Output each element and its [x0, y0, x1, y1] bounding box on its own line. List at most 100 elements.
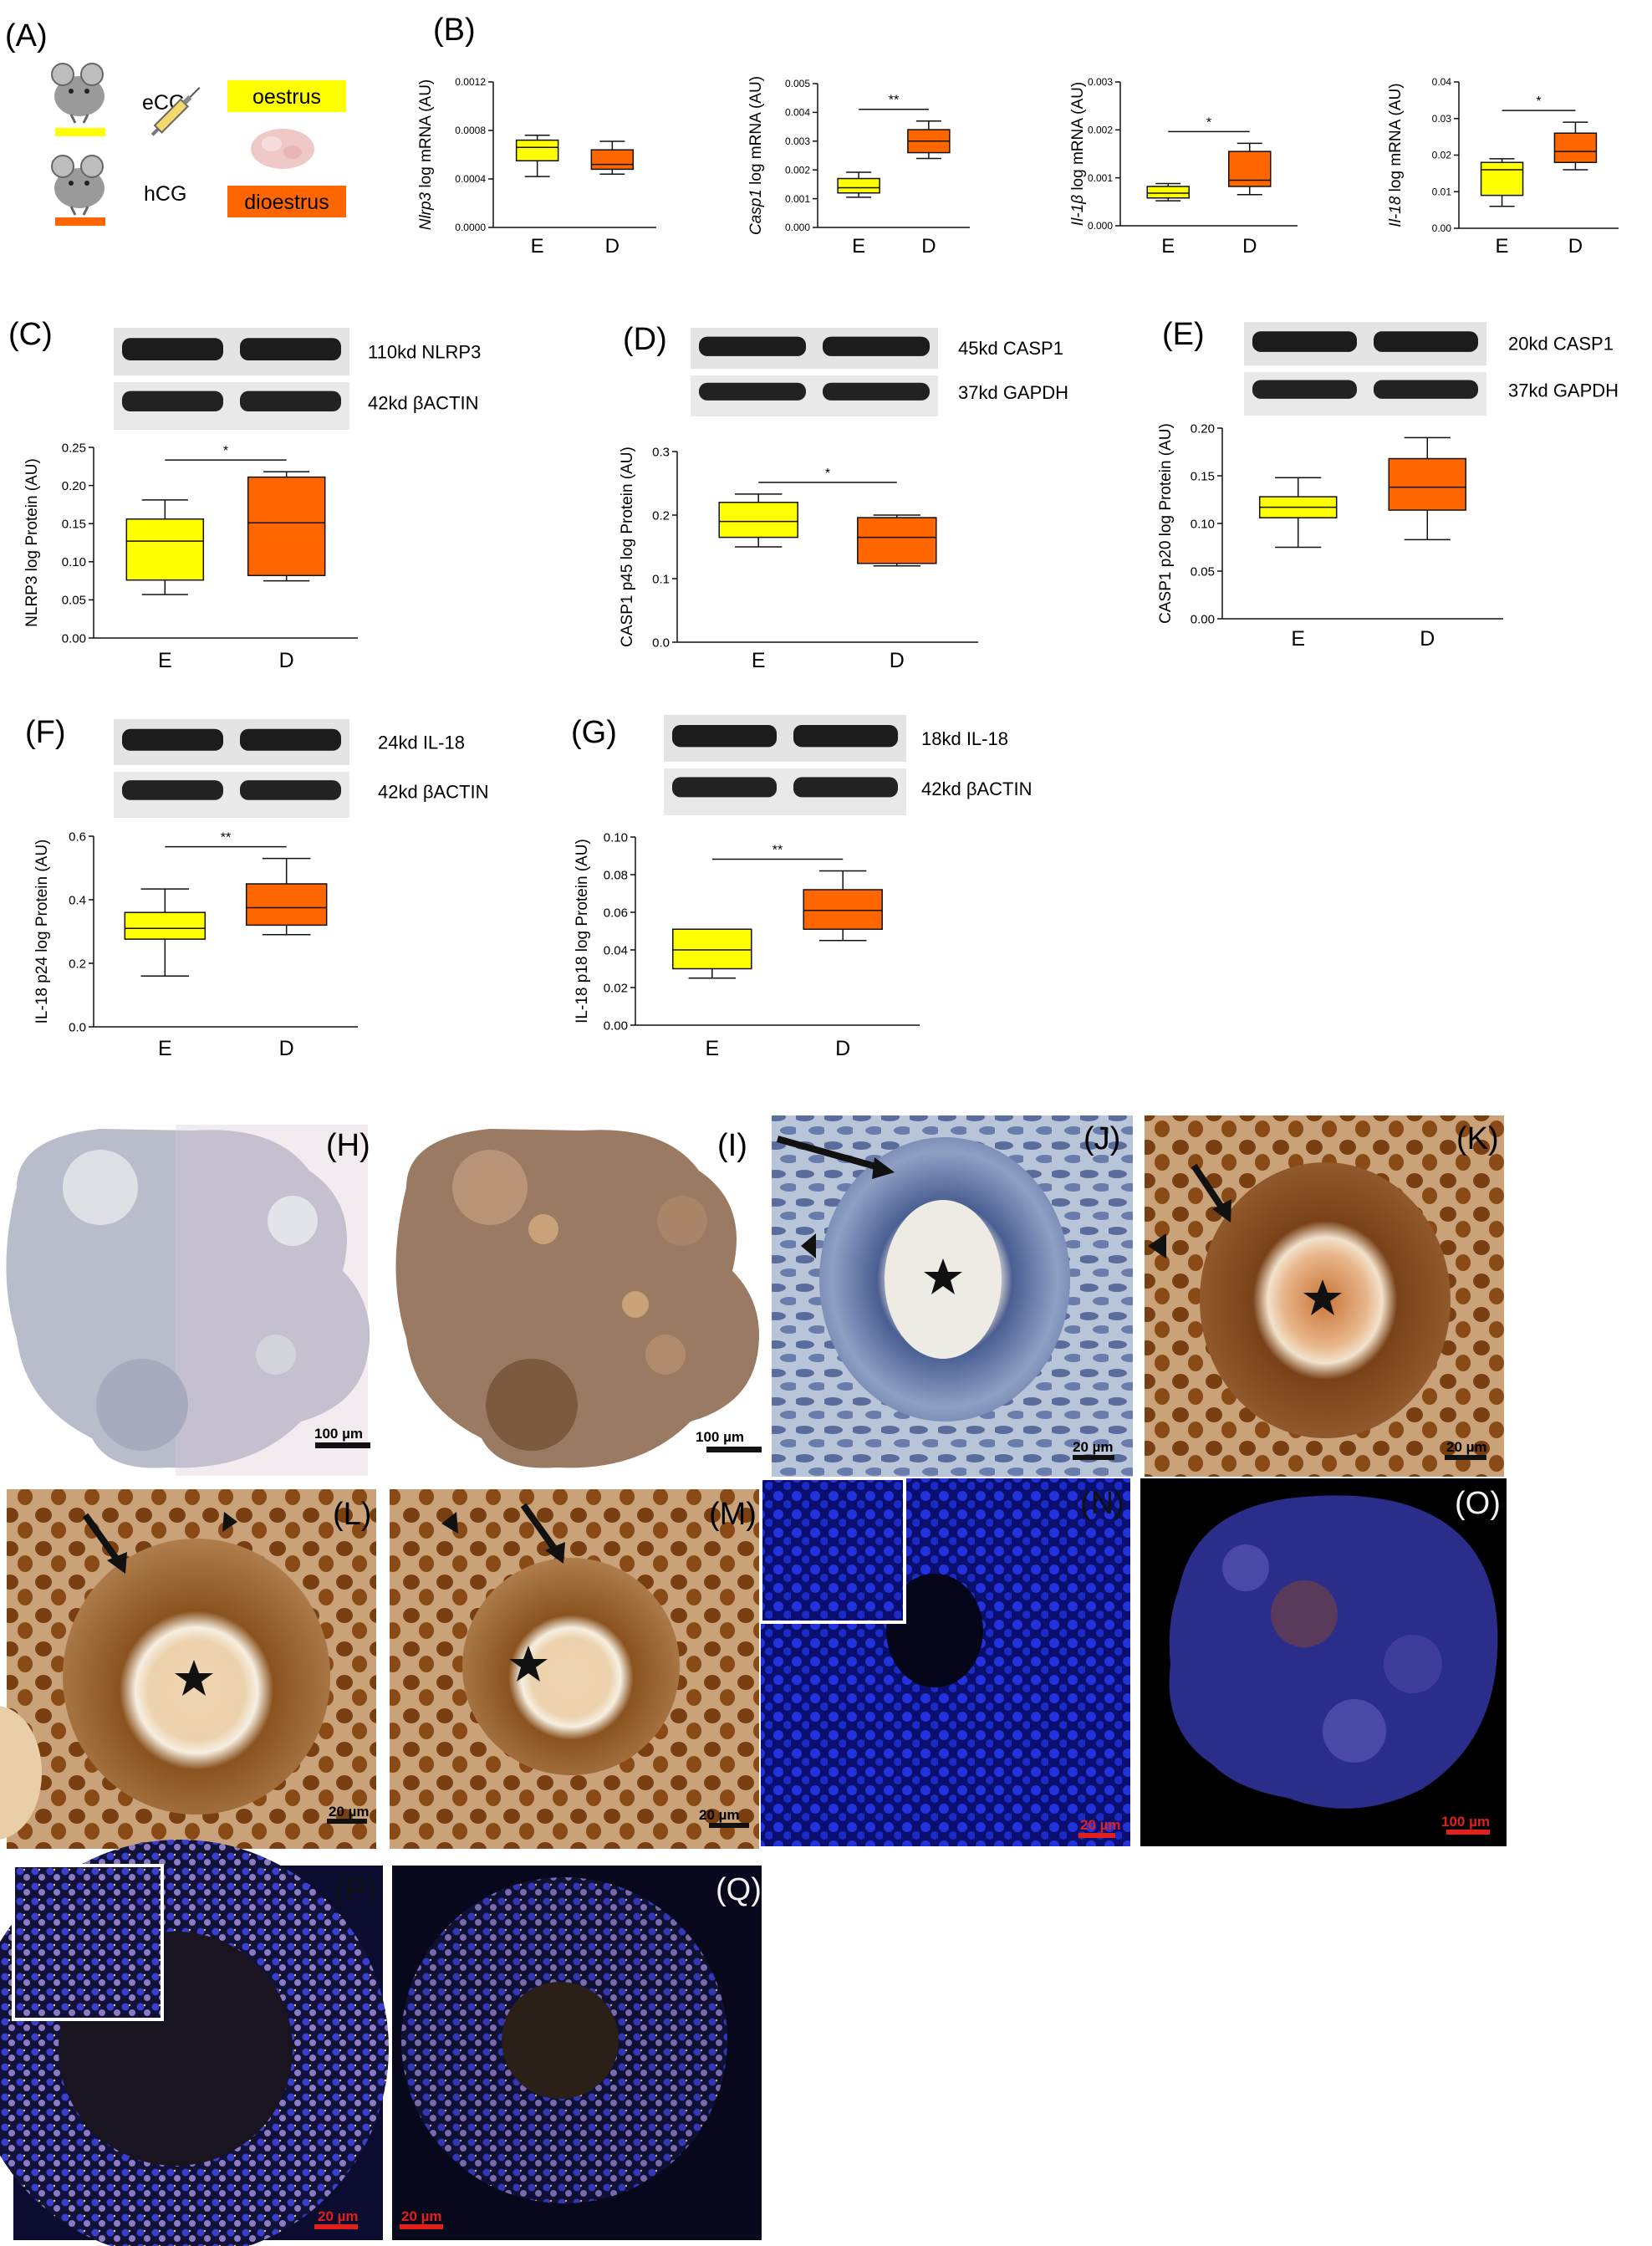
y-tick-label: 0.0: [69, 1020, 86, 1034]
scale-bar-o: 100 µm: [1441, 1814, 1490, 1830]
category-label: E: [852, 235, 865, 258]
oocyte-star-icon: [924, 1258, 962, 1294]
box-e: [718, 502, 798, 539]
scale-bar-i: 100 µm: [696, 1429, 744, 1445]
blot-band: [793, 777, 898, 798]
y-tick-label: 0.2: [652, 508, 670, 523]
arrow-icon: [107, 1552, 127, 1574]
blot-label-loading: 42kd βACTIN: [368, 393, 478, 414]
micrograph-i: (I) 100 µm: [390, 1120, 766, 1480]
y-tick-label: 0.10: [62, 555, 86, 569]
blot-label-target: 20kd CASP1: [1508, 334, 1614, 355]
category-label: E: [705, 1037, 719, 1060]
y-tick-label: 0.3: [652, 445, 670, 459]
dioestrus-box: [227, 186, 346, 217]
scale-bar-h: 100 µm: [314, 1426, 363, 1442]
blot-label-loading: 37kd GAPDH: [1508, 380, 1619, 401]
y-tick-label: 0.4: [69, 893, 86, 907]
chart-casp1-mrna: 0.000 0.001 0.002 0.003 0.004 0.005 Casp1 log …: [747, 76, 970, 258]
y-axis-label: CASP1 p20 log Protein (AU): [1157, 423, 1175, 624]
y-tick-label: 0.000: [1088, 220, 1113, 232]
arrow-icon: [1212, 1199, 1231, 1223]
blot-band: [699, 382, 806, 401]
category-label: E: [531, 235, 544, 258]
y-tick-label: 0.004: [785, 107, 810, 119]
panel-label-i: (I): [717, 1128, 747, 1163]
panel-a-schematic: (A) eCG hCG oestrus: [5, 18, 346, 226]
oocyte-star-icon: [175, 1660, 213, 1696]
micrograph-n: (N) 20 µm: [759, 1477, 1130, 1846]
scale-bar-j: 20 µm: [1073, 1439, 1114, 1455]
y-tick-label: 0.05: [1191, 564, 1215, 579]
panel-label-j: (J): [1083, 1121, 1120, 1156]
panel-label-q: (Q): [716, 1872, 762, 1907]
y-axis-label: Nlrp3 log mRNA (AU): [417, 79, 435, 231]
box-e: [672, 928, 752, 970]
treatment-hcg: hCG: [144, 182, 186, 206]
scale-bar-k: 20 µm: [1446, 1439, 1487, 1455]
micrograph-panels: (H) 100 µm (I) 100 µm (J) 20 µm: [0, 1115, 1507, 2246]
significance-label: *: [1206, 115, 1211, 130]
arrowhead-icon: [441, 1512, 458, 1534]
scale-bar-l: 20 µm: [329, 1804, 370, 1820]
blot-band: [240, 338, 341, 361]
y-tick-label: 0.15: [1191, 469, 1215, 483]
category-label: D: [1242, 235, 1257, 258]
category-label: E: [1161, 235, 1175, 258]
box-e: [1146, 186, 1190, 199]
blot-band: [672, 725, 777, 748]
y-tick-label: 0.10: [1191, 517, 1215, 531]
blot-band: [823, 382, 930, 401]
oocyte-star-icon: [509, 1646, 548, 1682]
y-axis-label: Il-18 log mRNA (AU): [1387, 83, 1405, 227]
y-tick-label: 0.00: [1432, 222, 1452, 234]
panel-label: (C): [8, 317, 53, 352]
micrograph-m: (M) 20 µm: [390, 1489, 759, 1849]
y-tick-label: 0.25: [62, 441, 86, 455]
y-tick-label: 0.0000: [455, 222, 486, 233]
category-label: D: [605, 235, 620, 258]
y-tick-label: 0.02: [1432, 150, 1452, 161]
panel-label: (G): [571, 715, 617, 750]
y-tick-label: 0.005: [785, 78, 810, 89]
panel-label-k: (K): [1456, 1121, 1499, 1156]
y-tick-label: 0.001: [785, 193, 810, 205]
box-e: [515, 139, 559, 162]
blot-band: [793, 725, 898, 748]
panel-label-p: (P): [334, 1872, 377, 1907]
y-tick-label: 0.04: [1432, 76, 1452, 88]
y-tick-label: 0.2: [69, 957, 86, 971]
arrowhead-icon: [222, 1512, 237, 1532]
blot-band: [240, 728, 341, 751]
y-tick-label: 0.001: [1088, 172, 1113, 184]
panel-label: (D): [623, 322, 667, 357]
y-axis-label: IL-18 p18 log Protein (AU): [574, 839, 591, 1023]
blot-band: [1252, 331, 1357, 352]
significance-label: **: [889, 94, 899, 108]
blot-label-loading: 42kd βACTIN: [378, 781, 488, 802]
category-label: D: [279, 649, 294, 672]
blot-band: [1374, 380, 1478, 399]
y-axis-label: NLRP3 log Protein (AU): [23, 458, 41, 627]
dioestrus-color-bar: [55, 217, 105, 226]
category-label: D: [890, 649, 905, 672]
y-tick-label: 0.00: [62, 631, 86, 646]
y-axis-label: Il-1β log mRNA (AU): [1069, 82, 1087, 226]
oocyte-star-icon: [1303, 1279, 1342, 1315]
panel-label: (F): [25, 715, 66, 750]
significance-label: *: [1536, 94, 1541, 109]
y-tick-label: 0.08: [604, 868, 628, 882]
oestrus-label: oestrus: [252, 85, 321, 109]
y-tick-label: 0.002: [1088, 125, 1113, 136]
scale-bar-p: 20 µm: [318, 2208, 359, 2224]
scale-bar-q: 20 µm: [401, 2208, 442, 2224]
y-axis-label: IL-18 p24 log Protein (AU): [33, 840, 51, 1024]
box-e: [1480, 161, 1524, 197]
blot-band: [122, 390, 223, 412]
panel-label-b: (B): [433, 13, 476, 48]
blot-label-target: 24kd IL-18: [378, 732, 465, 753]
blot-band: [823, 336, 930, 356]
mouse-icon: [51, 155, 105, 216]
y-tick-label: 0.02: [604, 981, 628, 995]
panel-label: (E): [1162, 317, 1205, 352]
